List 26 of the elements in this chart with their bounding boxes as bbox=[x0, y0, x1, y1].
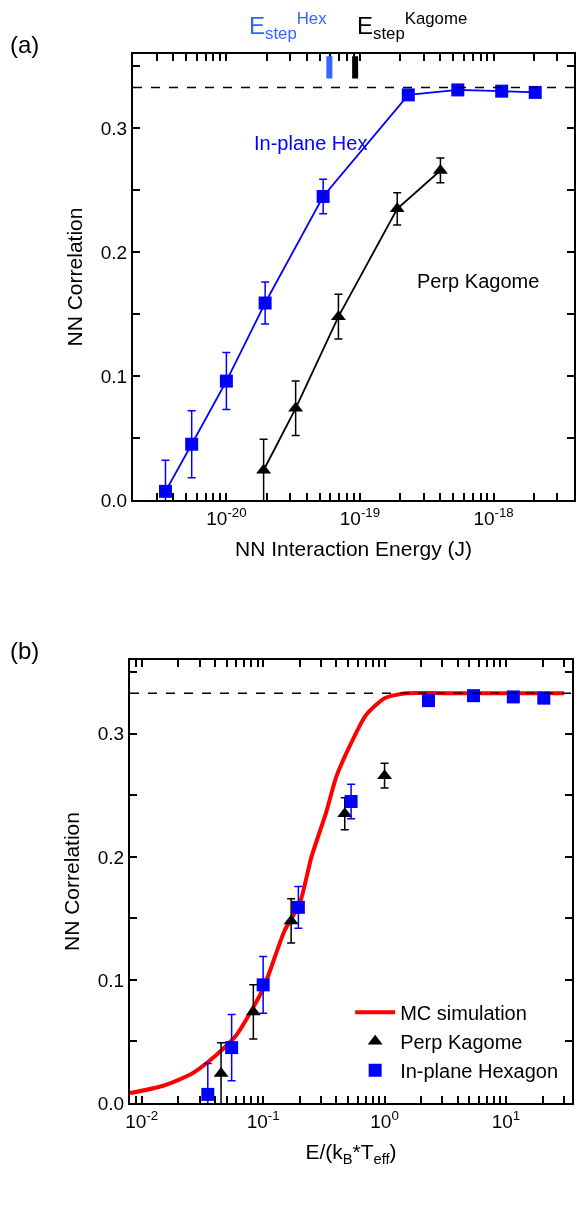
legend-label: In-plane Hexagon bbox=[400, 1060, 559, 1083]
y-tick-label: 0.1 bbox=[97, 969, 125, 991]
y-tick-label: 0.1 bbox=[100, 365, 128, 387]
series-label: In-plane Hex bbox=[254, 132, 368, 154]
x-tick-label: 10$^{1}$ bbox=[491, 1107, 521, 1132]
legend-label: Perp Kagome bbox=[400, 1031, 523, 1054]
x-tick-label: 10$^{-2}$ bbox=[125, 1107, 159, 1132]
x-axis-title: NN Interaction Energy (J) bbox=[235, 537, 472, 561]
x-axis-title: E/(k$_{B}$*T$_{eff}$) bbox=[305, 1140, 397, 1167]
text: (b) bbox=[10, 637, 40, 664]
y-tick-label: 0.0 bbox=[100, 489, 128, 511]
y-axis-title: NN Correlation bbox=[60, 812, 84, 951]
x-tick-label: 10$^{-18}$ bbox=[473, 504, 514, 529]
y-tick-label: 0.3 bbox=[100, 117, 128, 139]
y-tick-label: 0.2 bbox=[100, 241, 128, 263]
y-tick-label: 0.3 bbox=[97, 723, 125, 745]
y-tick-label: 0.0 bbox=[97, 1092, 125, 1114]
x-tick-label: 10$^{-20}$ bbox=[206, 504, 247, 529]
y-axis-title: NN Correlation bbox=[63, 207, 87, 347]
text: Perp Kagome bbox=[417, 270, 540, 292]
x-tick-label: 10$^{-1}$ bbox=[246, 1107, 280, 1132]
x-tick-label: 10$^{-19}$ bbox=[339, 504, 381, 529]
y-tick-label: 0.2 bbox=[97, 846, 125, 868]
legend-label: MC simulation bbox=[400, 1002, 527, 1025]
text: (a) bbox=[10, 31, 40, 58]
x-tick-label: 10$^{0}$ bbox=[370, 1107, 399, 1132]
